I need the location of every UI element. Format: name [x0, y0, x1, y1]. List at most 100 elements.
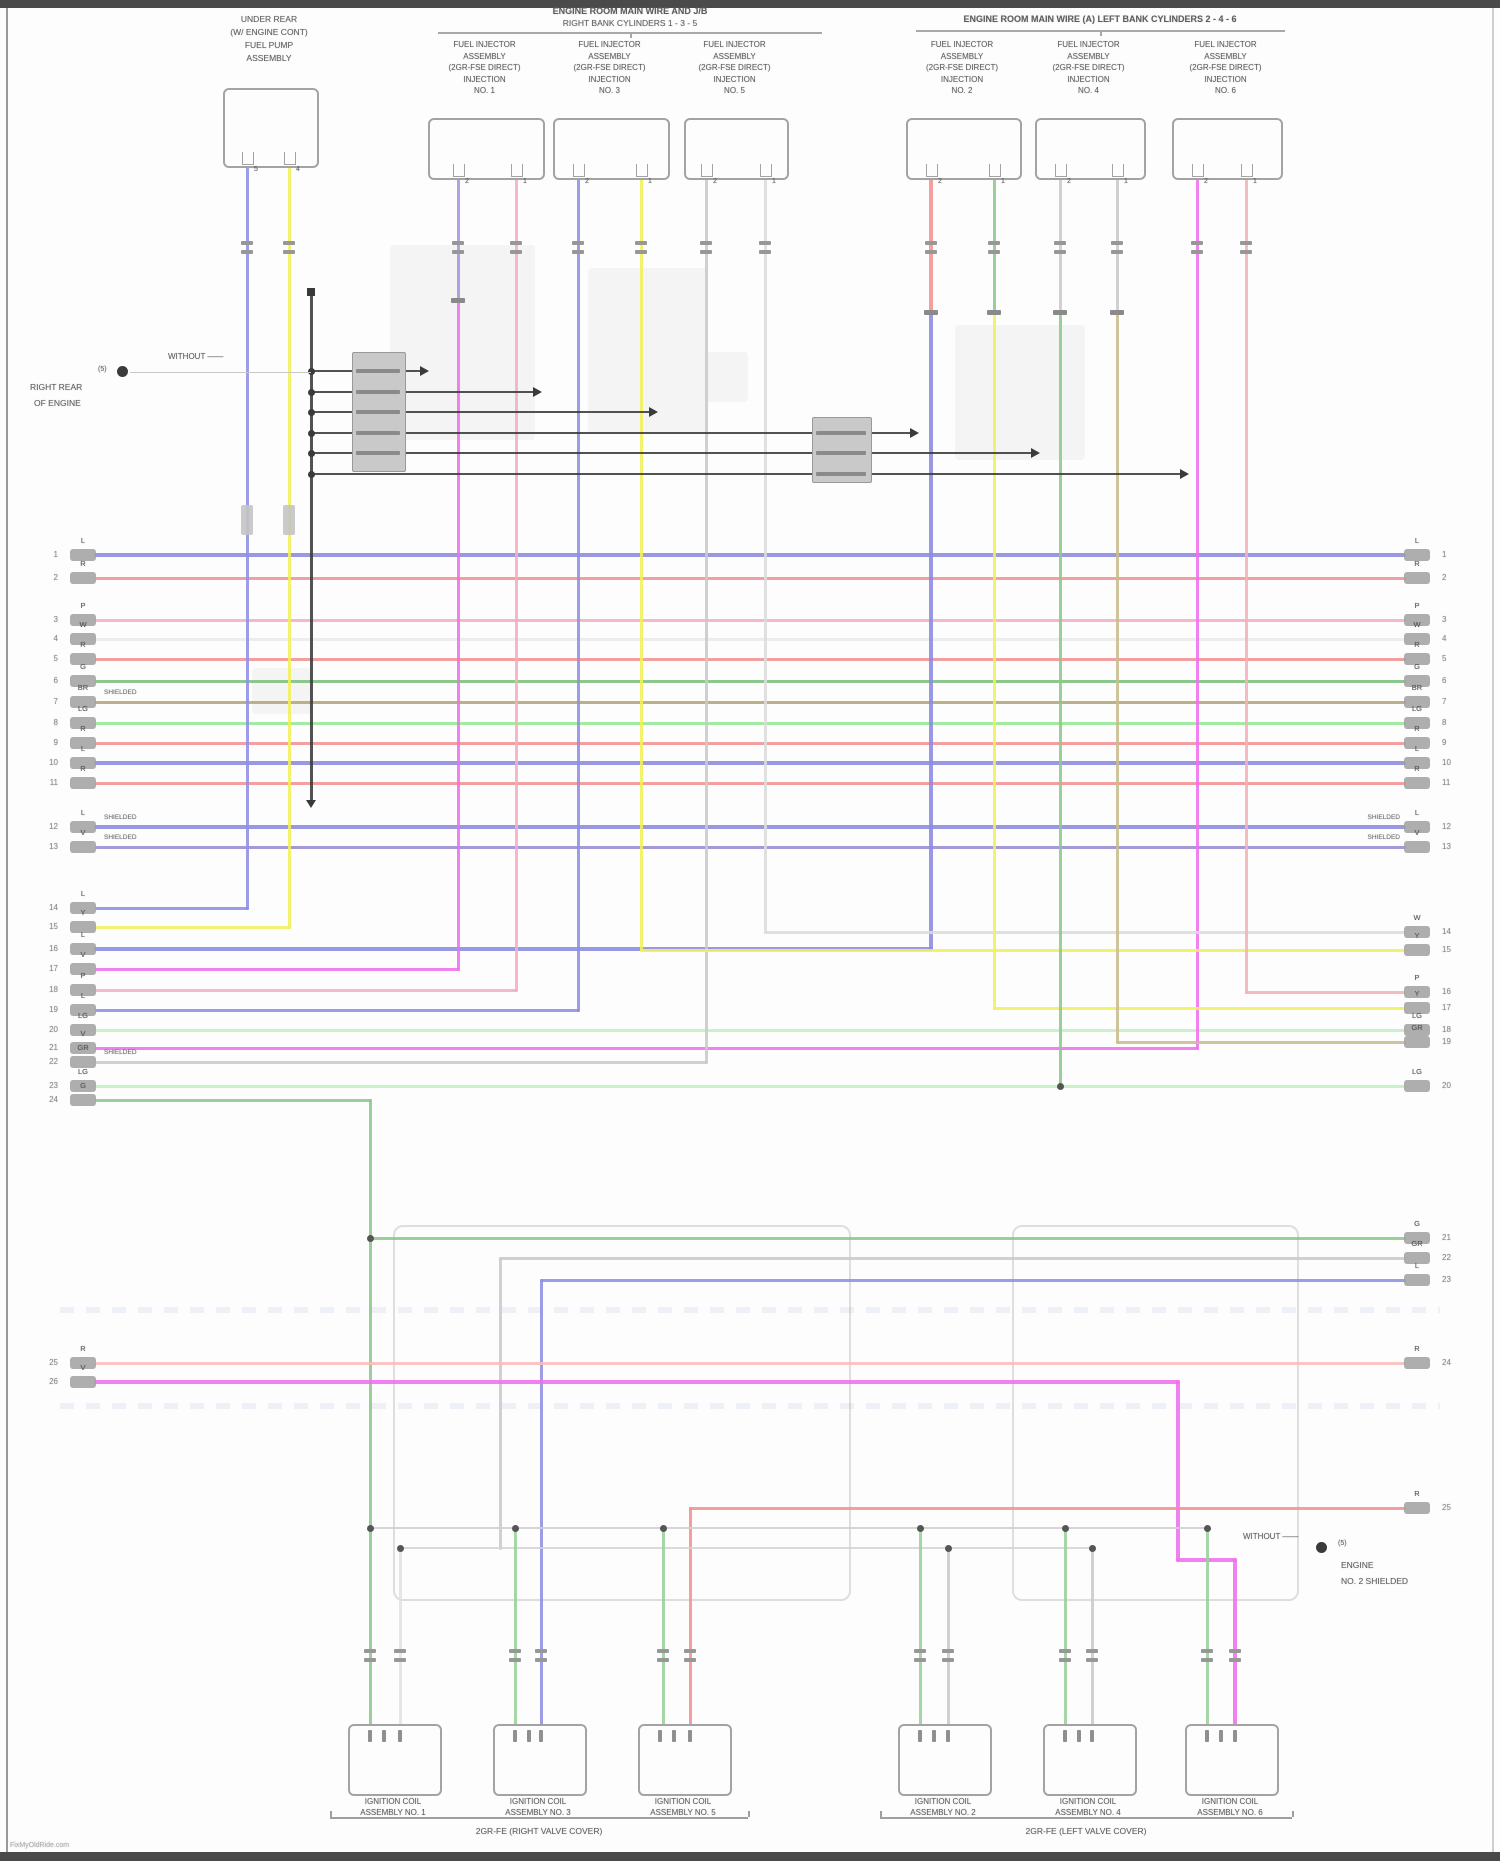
inline-connector-icon	[241, 241, 253, 245]
left-pin-number: 11	[49, 778, 58, 787]
right-pin-stub	[1404, 675, 1430, 687]
left-pin-number: 16	[49, 944, 58, 953]
coil-label: ASSEMBLY NO. 4	[1055, 1808, 1121, 1817]
junction-dot	[1056, 1082, 1064, 1090]
inline-connector-icon	[572, 241, 584, 245]
inj4R-yel	[992, 310, 996, 1010]
coil-pin	[1205, 1730, 1209, 1742]
right-pin-number: 1	[1442, 550, 1447, 559]
right-pin-number: 6	[1442, 676, 1447, 685]
right-pin-number: 5	[1442, 654, 1447, 663]
left-pin-label: L	[80, 930, 86, 939]
row-26-mag-coil6	[1233, 1558, 1237, 1726]
coil-pin	[658, 1730, 662, 1742]
inline-connector-icon	[1111, 241, 1123, 245]
left-pin-number: 7	[53, 697, 58, 706]
ignition-coil-connector	[898, 1724, 992, 1796]
left-pin-label: G	[80, 662, 86, 671]
right-pin-label: L	[1414, 1261, 1420, 1270]
injector-label: FUEL INJECTOR	[453, 40, 516, 49]
splice-tick-icon	[1110, 309, 1124, 315]
coil-pin	[382, 1730, 386, 1742]
left-pin-label: V	[80, 1363, 86, 1372]
junction-dot	[511, 1524, 519, 1532]
coil5-grn-riser	[661, 1526, 665, 1726]
right-pin-number: 9	[1442, 738, 1447, 747]
row-20-ltg	[94, 1028, 1406, 1032]
inline-connector-icon	[684, 1649, 696, 1653]
row-14-blu-fuelpump	[94, 906, 249, 910]
splice-tick-icon	[987, 309, 1001, 315]
left-pin-stub	[70, 572, 96, 584]
connector-pin	[573, 164, 585, 177]
left-pin-label: LG	[77, 1011, 89, 1020]
row-2-red	[94, 576, 1406, 580]
left-pin-label: L	[80, 889, 86, 898]
inj6R-pnk	[1244, 990, 1406, 994]
row-17-mag-inj1L	[456, 298, 460, 971]
right-pin-number: 17	[1442, 1003, 1451, 1012]
junction-dot	[396, 1544, 404, 1552]
connector-pin	[989, 164, 1001, 177]
coil-label: IGNITION COIL	[1059, 1797, 1117, 1806]
left-pin-label: P	[80, 601, 86, 610]
page-top-bar	[0, 0, 1500, 8]
right-pin-stub	[1404, 777, 1430, 789]
injector-label: ASSEMBLY	[463, 51, 506, 61]
inj4R-yel	[992, 1006, 1406, 1010]
coil-pin	[672, 1730, 676, 1742]
coil-pin	[946, 1730, 950, 1742]
right-pin-label: R	[1414, 559, 1420, 568]
gray-bus	[399, 1547, 1093, 1549]
inj6R-pnk	[1244, 174, 1248, 994]
coil-bracket-tick	[748, 1811, 750, 1817]
row-7-brn	[94, 700, 1406, 704]
right-pin-label: L	[1414, 744, 1420, 753]
right-pin-stub	[1404, 1357, 1430, 1369]
coil4-grn-riser	[1063, 1526, 1067, 1726]
connector-pin	[1055, 164, 1067, 177]
injector-label: ASSEMBLY	[713, 51, 756, 61]
inline-connector-icon	[1086, 1649, 1098, 1653]
right-pin-number: 19	[1442, 1037, 1451, 1046]
row-24-grn-coil1	[368, 1098, 372, 1726]
left-pin-label: Y	[80, 908, 86, 917]
coil-pin	[932, 1730, 936, 1742]
inline-connector-icon	[1191, 241, 1203, 245]
injector-label: (2GR-FSE DIRECT)	[448, 63, 521, 72]
injector-label: NO. 4	[1078, 86, 1099, 95]
right-pin-label: GR	[1411, 1239, 1423, 1248]
junction-dot	[307, 367, 315, 375]
inline-connector-icon	[509, 1658, 521, 1662]
inline-connector-icon	[759, 250, 771, 254]
joint-connector-bar	[356, 410, 400, 414]
arrow-right-icon	[533, 387, 542, 397]
coil-bracket-tick	[880, 1811, 882, 1817]
right-pin-number: 10	[1442, 758, 1451, 767]
row-22-gry-inj5L	[94, 1060, 708, 1064]
right-note-dot-icon	[1316, 1542, 1327, 1553]
inline-connector-icon	[759, 241, 771, 245]
right-pin-label: GR	[1411, 1023, 1423, 1032]
right-pin-label: L	[1414, 536, 1420, 545]
ground-bus-origin	[307, 288, 315, 296]
right-pin-label: LG	[1411, 704, 1423, 713]
right-pin-label: R	[1414, 764, 1420, 773]
joint-connector-bar	[816, 472, 866, 476]
coil3-grn-riser	[513, 1526, 517, 1726]
inline-connector-icon	[700, 250, 712, 254]
connector-pin	[453, 164, 465, 177]
inline-connector-icon	[635, 241, 647, 245]
row-d3-blu-coil3	[539, 1278, 1406, 1282]
coil2-gry-riser	[946, 1546, 950, 1726]
left-pin-label: GR	[77, 1043, 89, 1052]
left-pin-label: P	[80, 971, 86, 980]
inline-connector-icon	[1240, 250, 1252, 254]
right-pin-stub	[1404, 821, 1430, 833]
left-pin-label: L	[80, 808, 86, 817]
right-pin-label: G	[1414, 662, 1420, 671]
injector-label: FUEL INJECTOR	[1194, 40, 1257, 49]
inline-connector-icon	[452, 241, 464, 245]
right-pin-label: P	[1414, 601, 1420, 610]
injector-label: NO. 3	[599, 86, 620, 95]
